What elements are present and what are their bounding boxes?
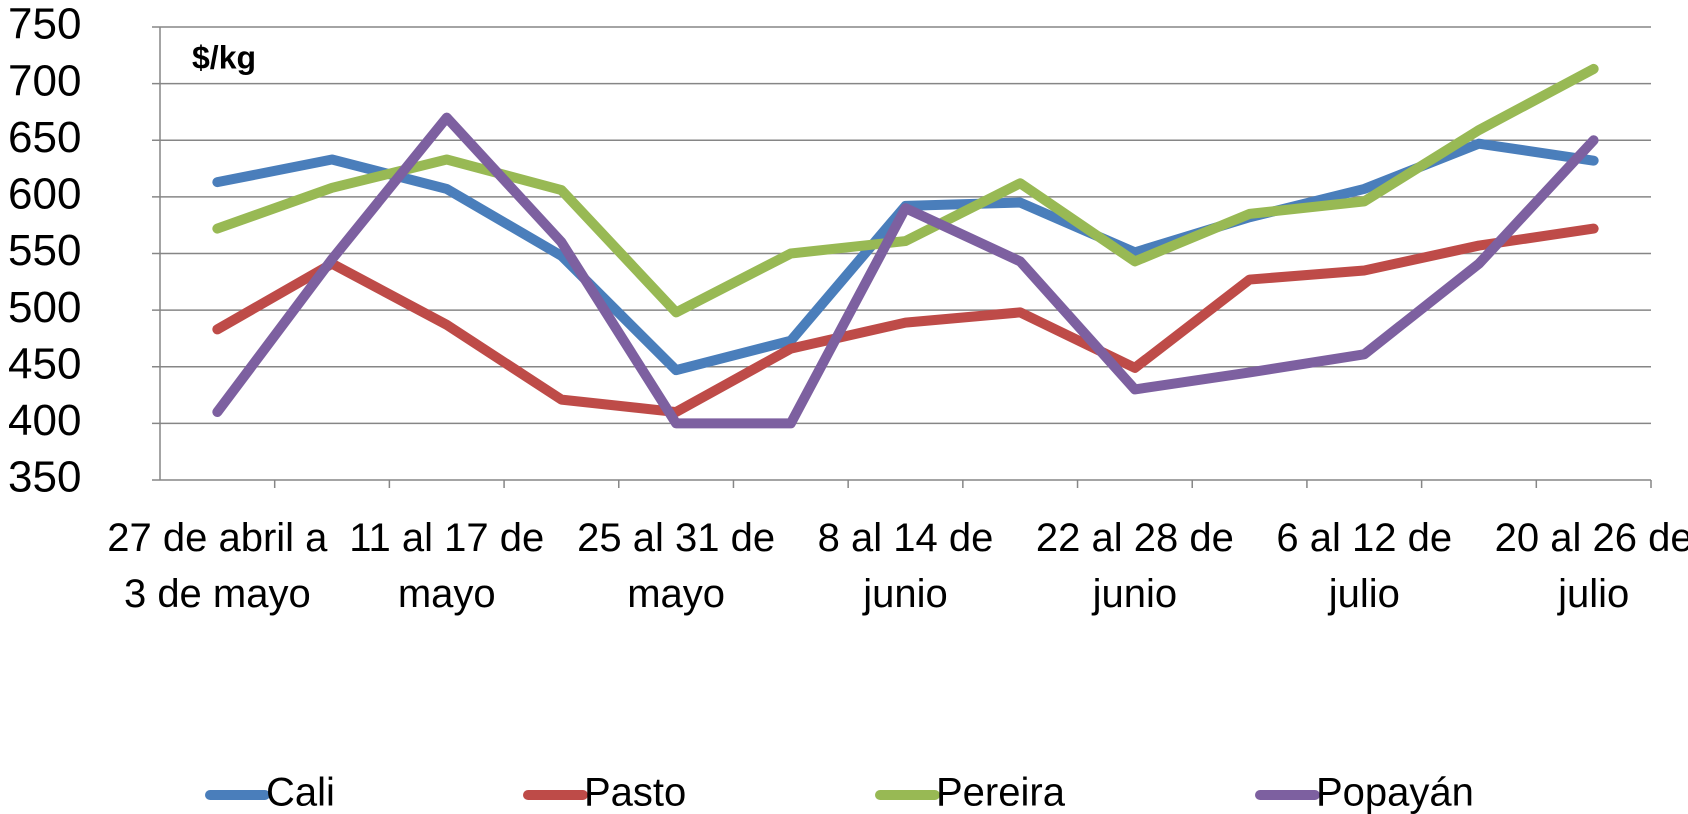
y-tick-label: 500 (8, 283, 81, 332)
legend-label: Popayán (1316, 771, 1474, 814)
y-tick-label: 350 (8, 453, 81, 502)
series-line (212, 223, 1599, 418)
x-tick-label: 22 al 28 de junio (1035, 516, 1234, 616)
y-tick-label: 450 (8, 339, 81, 388)
legend-label: Pasto (584, 771, 686, 814)
y-tick-label: 600 (8, 170, 81, 219)
series-line (212, 112, 1599, 429)
unit-annotation: $/kg (192, 39, 256, 75)
y-tick-label: 700 (8, 56, 81, 105)
x-tick-label: 27 de abril a 3 de mayo (107, 516, 328, 616)
x-tick-label: 20 al 26 de julio (1494, 516, 1688, 616)
x-tick-label: 8 al 14 de junio (817, 516, 994, 616)
legend-label: Pereira (936, 771, 1066, 814)
x-tick-label: 11 al 17 de mayo (349, 516, 545, 616)
y-tick-label: 550 (8, 226, 81, 275)
y-tick-label: 750 (8, 0, 81, 49)
series-line (212, 63, 1599, 318)
legend-label: Cali (266, 771, 335, 814)
x-tick-label: 25 al 31 de mayo (577, 516, 776, 616)
y-tick-label: 650 (8, 113, 81, 162)
x-tick-label: 6 al 12 de julio (1276, 516, 1453, 616)
y-tick-label: 400 (8, 396, 81, 445)
